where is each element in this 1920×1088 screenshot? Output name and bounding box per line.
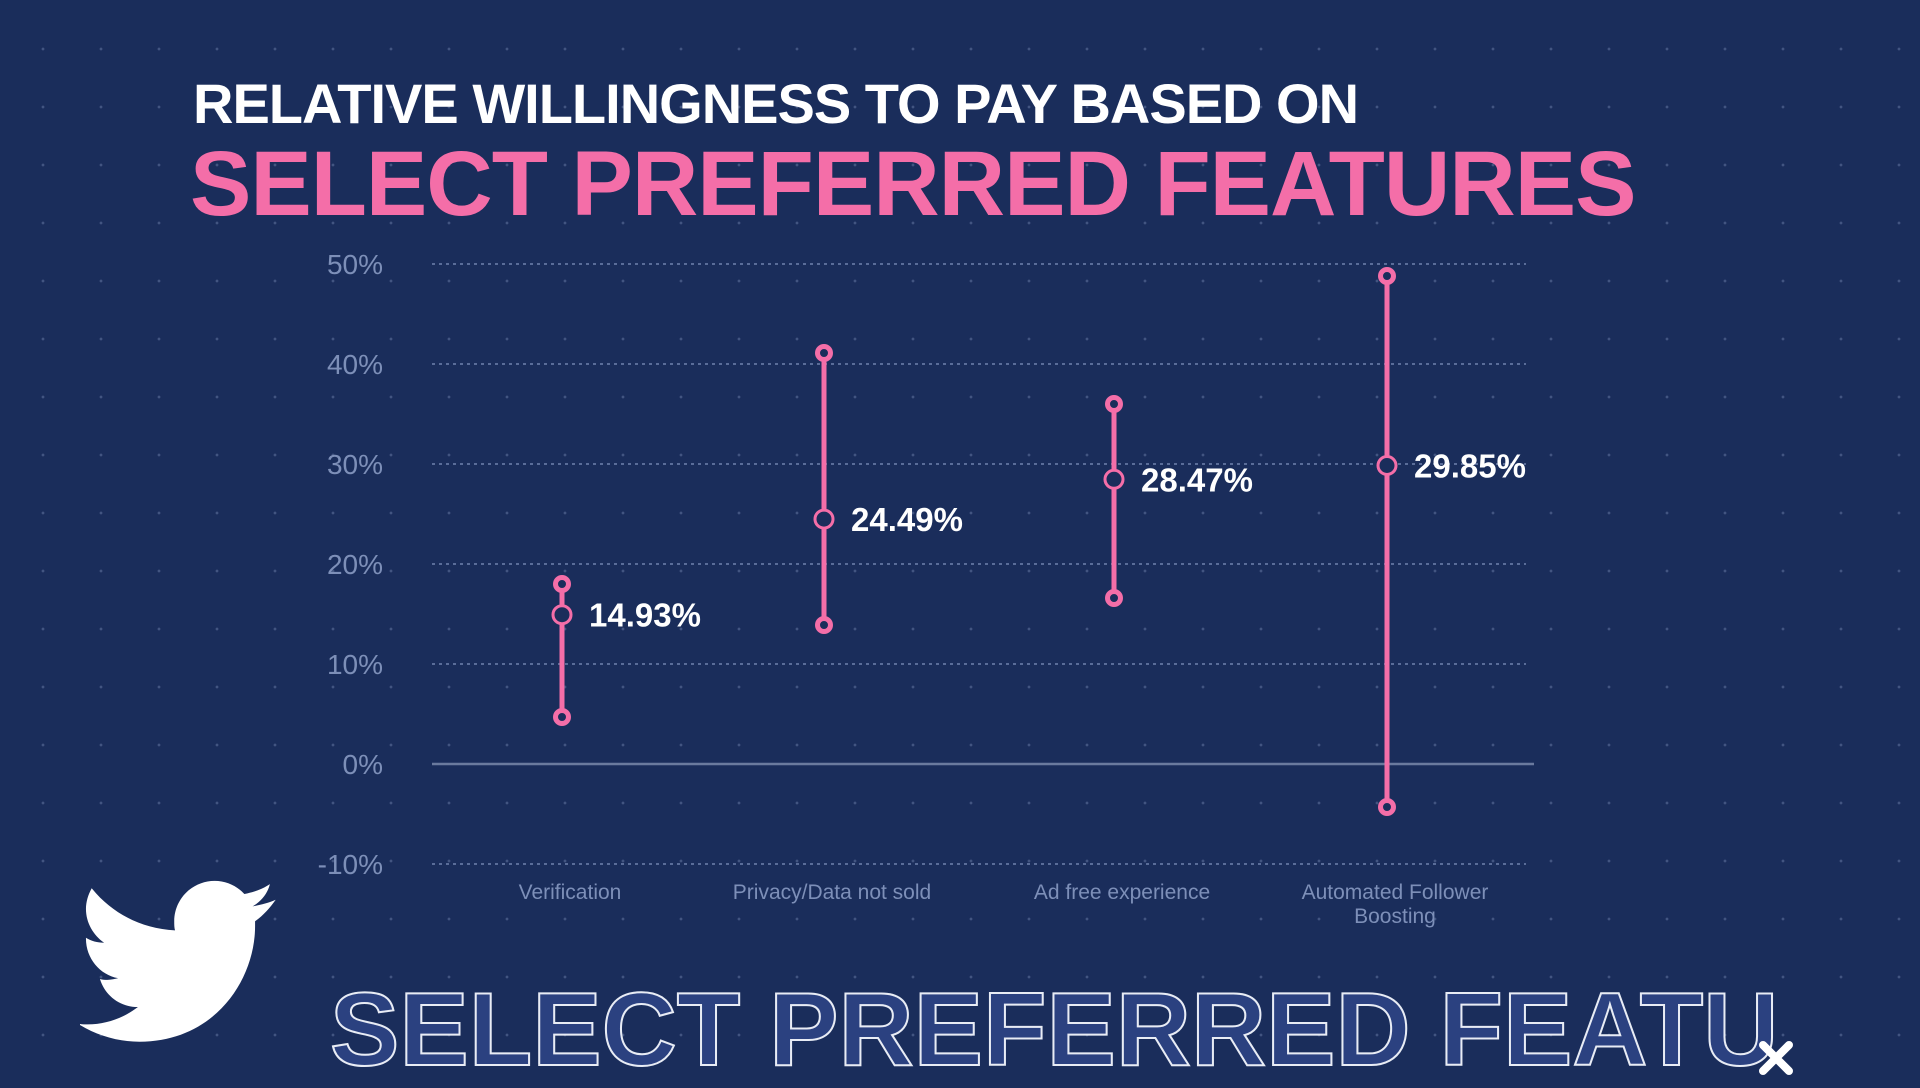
y-tick-label: -10% — [318, 849, 383, 880]
data-label: 28.47% — [1141, 461, 1253, 498]
mean-marker — [551, 604, 573, 626]
y-tick-label: 0% — [343, 749, 383, 780]
data-label: 14.93% — [589, 597, 701, 634]
footer-outline-text: SELECT PREFERRED FEATU — [329, 972, 1779, 1088]
y-tick-label: 40% — [327, 349, 383, 380]
twitter-bird-icon — [80, 880, 276, 1042]
x-tick-label: Verification — [519, 881, 622, 904]
mean-marker — [1376, 455, 1398, 476]
y-tick-label: 10% — [327, 649, 383, 680]
range-end-marker — [815, 344, 833, 362]
x-tick-label: Ad free experience — [1034, 881, 1210, 904]
range-end-marker — [1105, 589, 1123, 607]
range-end-marker — [553, 708, 571, 726]
range-end-marker — [815, 616, 833, 634]
title-line-2: SELECT PREFERRED FEATURES — [190, 133, 1636, 235]
x-tick-label: Privacy/Data not sold — [733, 881, 931, 904]
data-label: 29.85% — [1414, 448, 1526, 485]
range-end-marker — [1378, 798, 1396, 816]
y-tick-label: 20% — [327, 549, 383, 580]
y-tick-label: 30% — [327, 449, 383, 480]
x-tick-label: Automated Follower Boosting — [1302, 881, 1489, 928]
mean-marker — [1103, 468, 1125, 490]
range-end-marker — [553, 575, 571, 593]
title-line-1: RELATIVE WILLINGNESS TO PAY BASED ON — [193, 72, 1359, 135]
y-tick-label: 50% — [327, 249, 383, 280]
close-x-icon — [1759, 1041, 1793, 1075]
range-end-marker — [1378, 267, 1396, 285]
mean-marker — [813, 508, 835, 530]
range-end-marker — [1105, 395, 1123, 413]
data-label: 24.49% — [851, 501, 963, 538]
